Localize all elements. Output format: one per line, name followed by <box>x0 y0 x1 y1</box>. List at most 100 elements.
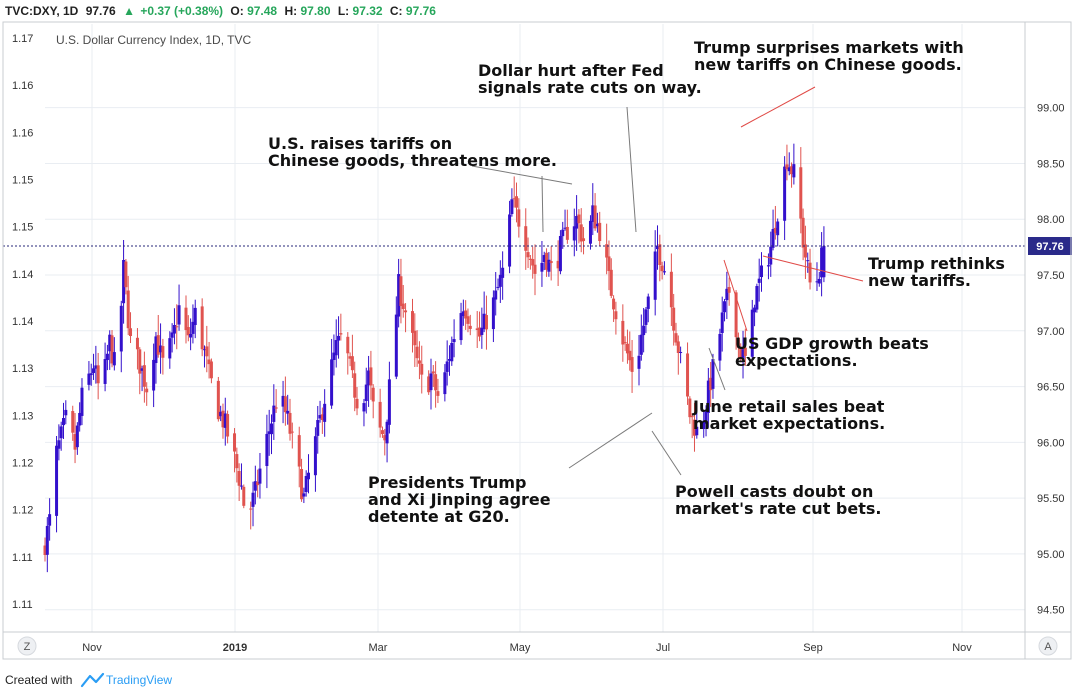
annotation-text: Dollar hurt after Fed signals rate cuts o… <box>478 61 702 97</box>
annotation-line <box>626 106 637 233</box>
candle-body <box>524 226 528 251</box>
candle-body <box>436 391 440 396</box>
candle-body <box>202 349 206 351</box>
candle-body <box>193 307 197 326</box>
candle-body <box>575 216 579 229</box>
candle-body <box>512 198 516 200</box>
candle-body <box>288 412 292 434</box>
candle-body <box>808 262 812 283</box>
candle-body <box>239 485 243 487</box>
candle-body <box>757 278 761 283</box>
candle-body <box>674 333 678 343</box>
candle-body <box>725 288 729 301</box>
auto-scale-button-label: A <box>1044 641 1052 653</box>
candle-body <box>145 388 149 393</box>
candle-body <box>420 363 424 375</box>
candle-body <box>233 433 237 452</box>
candle-body <box>822 246 826 278</box>
candle-body <box>743 347 747 356</box>
candle-body <box>452 339 456 343</box>
candle-body <box>251 492 255 507</box>
candle-body <box>771 229 775 248</box>
header-close-value: 97.76 <box>406 4 436 18</box>
candle-body <box>75 425 79 448</box>
candle-body <box>226 414 230 437</box>
candle-body <box>371 387 375 402</box>
candle-body <box>362 403 366 412</box>
candle-body <box>556 260 560 269</box>
candle-body <box>755 286 759 310</box>
candle-body <box>316 420 320 436</box>
candle-body <box>156 335 160 355</box>
auto-scale-button[interactable] <box>1038 636 1058 656</box>
candle-body <box>672 307 676 331</box>
candle-body <box>399 276 403 306</box>
candle-body <box>450 342 454 362</box>
candle-body <box>607 256 611 272</box>
candle-body <box>57 440 61 449</box>
right-axis-tick-label: 96.00 <box>1037 437 1065 449</box>
candle-body <box>105 353 109 361</box>
candle-body <box>727 287 731 293</box>
tradingview-logo-icon <box>80 672 105 688</box>
candle-body <box>48 514 52 526</box>
candle-body <box>528 258 532 260</box>
candle-body <box>443 372 447 395</box>
candle-body <box>256 481 260 486</box>
candle-body <box>337 335 341 341</box>
header-symbol: TVC:DXY, 1D <box>5 4 79 18</box>
right-axis-tick-label: 96.50 <box>1037 382 1065 394</box>
candle-body <box>692 419 696 436</box>
candle-body <box>445 361 449 372</box>
candle-body <box>431 371 435 374</box>
candle-body <box>660 265 664 272</box>
candle-body <box>702 420 706 430</box>
candle-body <box>690 416 694 418</box>
candle-body <box>688 398 692 418</box>
candle-body <box>55 445 59 516</box>
candle-body <box>494 290 498 300</box>
candle-body <box>750 309 754 357</box>
candle-body <box>542 255 546 263</box>
candle-body <box>64 409 68 416</box>
candle-body <box>126 290 130 329</box>
left-axis-tick-label: 1.16 <box>12 127 33 139</box>
candle-body <box>646 296 650 309</box>
footer-brand[interactable]: TradingView <box>106 673 172 687</box>
candle-body <box>265 433 269 467</box>
candle-body <box>820 247 824 278</box>
left-axis-tick-label: 1.12 <box>12 458 33 470</box>
candle-body <box>332 352 336 360</box>
x-axis-tick-label: Nov <box>82 642 102 654</box>
candle-body <box>806 260 810 262</box>
scale-left-button[interactable] <box>17 636 37 656</box>
candle-body <box>776 221 780 236</box>
candle-body <box>790 166 794 175</box>
candle-body <box>593 205 597 229</box>
candle-body <box>367 370 371 386</box>
candle-body <box>235 454 239 469</box>
candle-body <box>482 313 486 330</box>
chart-header: TVC:DXY, 1D 97.76 ▲ +0.37 (+0.38%) O: 97… <box>5 4 436 18</box>
candle-body <box>300 469 304 500</box>
candle-body <box>404 310 408 313</box>
candle-body <box>170 332 174 338</box>
candle-body <box>695 426 699 436</box>
candle-body <box>221 410 225 428</box>
candle-body <box>253 481 257 491</box>
candle-body <box>792 164 796 178</box>
candle-body <box>572 226 576 241</box>
right-axis-tick-label: 97.50 <box>1037 270 1065 282</box>
header-change: +0.37 (+0.38%) <box>140 4 223 18</box>
candle-body <box>656 245 659 250</box>
annotation-text: Trump surprises markets with new tariffs … <box>694 38 964 74</box>
candle-body <box>815 281 819 283</box>
candle-body <box>318 415 322 419</box>
candle-body <box>355 398 359 409</box>
candle-body <box>385 421 389 444</box>
candle-body <box>89 373 93 376</box>
candle-body <box>323 403 327 422</box>
